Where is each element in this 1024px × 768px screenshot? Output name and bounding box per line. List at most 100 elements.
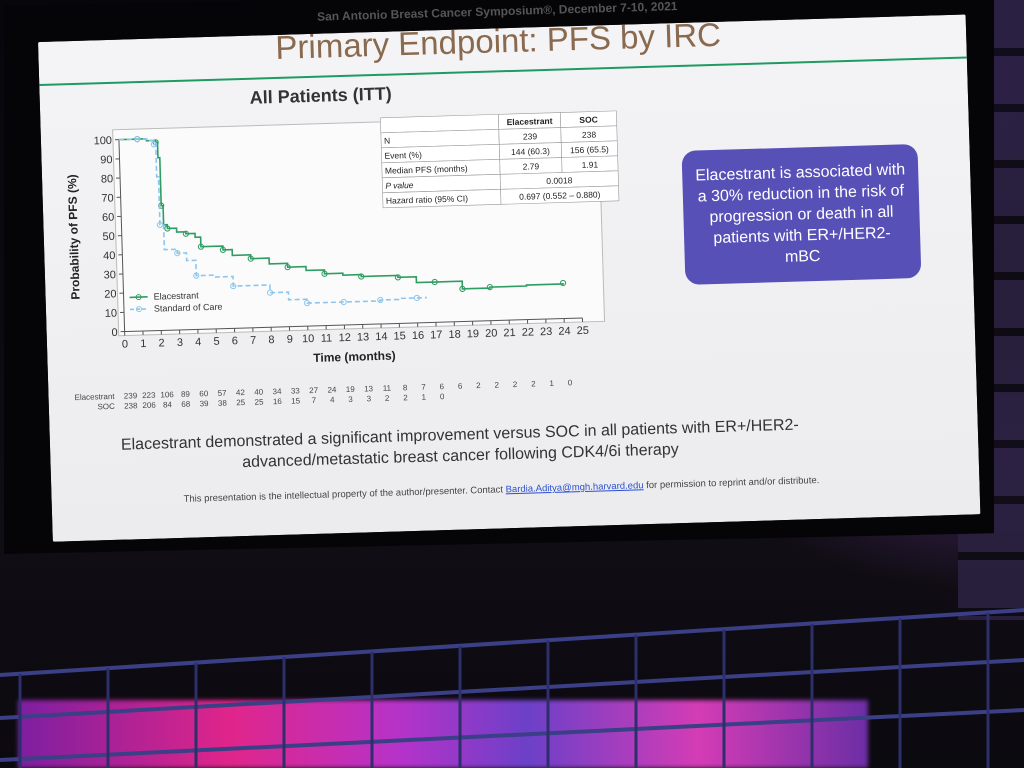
legend-swatch bbox=[129, 308, 148, 311]
x-tick-label: 7 bbox=[250, 335, 256, 347]
table-cell-text: N bbox=[384, 136, 390, 146]
censor-mark bbox=[197, 243, 205, 250]
censor-mark bbox=[377, 296, 384, 304]
at-risk-value: 2 bbox=[512, 379, 518, 390]
x-tick-label: 6 bbox=[232, 335, 238, 347]
censor-mark bbox=[321, 270, 328, 277]
at-risk-value: 238 bbox=[124, 401, 138, 411]
y-tick-label: 80 bbox=[101, 173, 114, 185]
x-tick-label: 21 bbox=[503, 327, 516, 339]
censor-mark bbox=[156, 221, 164, 228]
x-tick-label: 11 bbox=[321, 332, 333, 344]
at-risk-value: 40 bbox=[254, 387, 264, 397]
table-cell-text: 0.0018 bbox=[546, 175, 573, 186]
at-risk-value: 106 bbox=[160, 390, 174, 400]
at-risk-value: 84 bbox=[162, 400, 173, 410]
legend-marker bbox=[135, 294, 142, 301]
censor-mark bbox=[431, 278, 438, 286]
x-tick-label: 23 bbox=[540, 326, 553, 338]
legend-label: Standard of Care bbox=[154, 302, 223, 314]
x-tick-label: 13 bbox=[357, 331, 370, 343]
footer-suffix: for permission to reprint and/or distrib… bbox=[643, 475, 820, 492]
censor-mark bbox=[459, 285, 466, 292]
y-tick-label: 60 bbox=[102, 212, 115, 224]
censor-mark bbox=[219, 246, 227, 253]
footer-email-link[interactable]: Bardia.Aditya@mgh.harvard.edu bbox=[505, 480, 644, 496]
at-risk-value: 8 bbox=[402, 383, 408, 393]
x-axis bbox=[124, 317, 583, 333]
censor-mark bbox=[247, 255, 254, 262]
censor-mark bbox=[358, 273, 365, 280]
at-risk-value: 60 bbox=[199, 389, 209, 399]
table-cell-text: 1.91 bbox=[581, 159, 598, 169]
at-risk-value: 6 bbox=[439, 382, 445, 392]
at-risk-value: 3 bbox=[348, 394, 353, 404]
table-cell-text: Event (%) bbox=[384, 150, 422, 161]
censor-mark bbox=[193, 272, 200, 279]
at-risk-value: 206 bbox=[142, 400, 156, 411]
at-risk-value: 25 bbox=[254, 397, 264, 407]
censor-mark bbox=[394, 274, 402, 281]
x-tick-label: 0 bbox=[122, 338, 128, 350]
censor-mark bbox=[340, 298, 347, 306]
censor-mark bbox=[486, 284, 493, 291]
at-risk-value: 2 bbox=[531, 379, 536, 389]
table-header-text: Elacestrant bbox=[507, 116, 553, 127]
y-tick-label: 10 bbox=[105, 308, 118, 320]
x-tick-label: 2 bbox=[158, 337, 164, 349]
at-risk-value: 13 bbox=[364, 384, 374, 394]
footer-note: This presentation is the intellectual pr… bbox=[151, 474, 851, 506]
at-risk-value: 19 bbox=[345, 384, 355, 395]
x-axis-label: Time (months) bbox=[313, 349, 396, 365]
at-risk-value: 6 bbox=[457, 381, 463, 391]
at-risk-value: 68 bbox=[181, 399, 191, 409]
at-risk-value: 4 bbox=[329, 395, 335, 405]
x-tick-label: 19 bbox=[467, 328, 480, 340]
x-tick-label: 12 bbox=[338, 332, 351, 344]
y-tick-label: 20 bbox=[104, 288, 117, 300]
title-divider bbox=[39, 56, 967, 86]
censor-mark bbox=[266, 289, 274, 296]
y-tick-label: 90 bbox=[100, 154, 113, 166]
legend-label: Elacestrant bbox=[153, 290, 199, 301]
censor-mark bbox=[413, 294, 420, 302]
at-risk-value: 24 bbox=[327, 385, 337, 395]
censor-mark bbox=[150, 141, 157, 148]
at-risk-value: 0 bbox=[439, 392, 445, 402]
censor-mark bbox=[559, 279, 567, 287]
y-tick-label: 30 bbox=[104, 269, 117, 281]
table-cell-text: 144 (60.3) bbox=[511, 146, 550, 157]
at-risk-value: 7 bbox=[311, 395, 317, 406]
x-tick-label: 25 bbox=[577, 325, 590, 337]
x-tick-label: 15 bbox=[393, 330, 406, 342]
chart-subtitle: All Patients (ITT) bbox=[249, 83, 392, 108]
at-risk-value: 38 bbox=[217, 398, 227, 408]
at-risk-value: 2 bbox=[403, 393, 408, 403]
censor-mark bbox=[174, 250, 181, 257]
x-tick-label: 10 bbox=[302, 333, 315, 345]
at-risk-value: 27 bbox=[309, 385, 319, 396]
censor-mark bbox=[303, 299, 311, 307]
x-tick-label: 3 bbox=[177, 337, 183, 349]
x-tick-label: 9 bbox=[287, 334, 293, 346]
table-cell-text: 239 bbox=[523, 131, 538, 141]
at-risk-value: 34 bbox=[272, 386, 282, 397]
censor-mark bbox=[182, 230, 189, 237]
censor-mark bbox=[230, 282, 237, 290]
slide-content: San Antonio Breast Cancer Symposium®, De… bbox=[38, 0, 980, 541]
x-tick-label: 20 bbox=[485, 328, 498, 340]
table-header-text: SOC bbox=[579, 114, 598, 125]
x-tick-label: 16 bbox=[412, 330, 425, 342]
at-risk-value: 2 bbox=[494, 380, 500, 390]
y-tick-label: 0 bbox=[111, 327, 117, 339]
kaplan-meier-chart: 0 1 2 3 4 5 6 7 8 9 10 11 12 13 14 15 16 17 18 19 20 21 22 23 24… bbox=[65, 110, 620, 365]
conclusion-text: Elacestrant demonstrated a significant i… bbox=[120, 416, 799, 472]
at-risk-value: 39 bbox=[199, 399, 209, 409]
at-risk-value: 7 bbox=[421, 382, 426, 392]
censor-mark bbox=[284, 264, 291, 271]
stage-railing bbox=[0, 608, 1024, 768]
at-risk-value: 89 bbox=[180, 389, 191, 399]
at-risk-value: 1 bbox=[421, 392, 427, 402]
series-line-elacestrant bbox=[118, 138, 564, 290]
table-cell-text: 0.697 (0.552 – 0.880) bbox=[519, 189, 601, 201]
